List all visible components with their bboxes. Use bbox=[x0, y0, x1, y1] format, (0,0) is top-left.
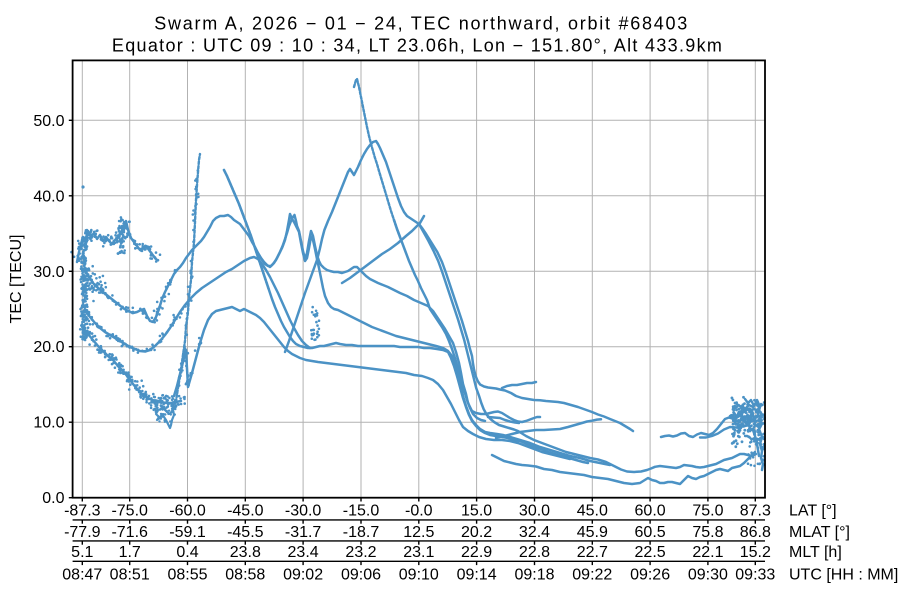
svg-text:22.7: 22.7 bbox=[577, 544, 608, 561]
svg-text:75.0: 75.0 bbox=[692, 503, 723, 520]
svg-text:60.5: 60.5 bbox=[635, 524, 666, 541]
svg-text:30.0: 30.0 bbox=[519, 503, 550, 520]
svg-text:86.8: 86.8 bbox=[740, 524, 771, 541]
svg-text:23.2: 23.2 bbox=[345, 544, 376, 561]
svg-text:-15.0: -15.0 bbox=[343, 503, 380, 520]
svg-text:15.2: 15.2 bbox=[740, 544, 771, 561]
svg-text:MLAT [°]: MLAT [°] bbox=[789, 524, 850, 541]
svg-text:0.0: 0.0 bbox=[42, 490, 64, 507]
svg-text:-30.0: -30.0 bbox=[285, 503, 322, 520]
svg-text:5.1: 5.1 bbox=[71, 544, 93, 561]
svg-text:09:30: 09:30 bbox=[688, 567, 728, 584]
svg-text:32.4: 32.4 bbox=[519, 524, 550, 541]
svg-text:22.5: 22.5 bbox=[635, 544, 666, 561]
svg-text:MLT [h]: MLT [h] bbox=[789, 544, 842, 561]
svg-text:-59.1: -59.1 bbox=[169, 524, 206, 541]
svg-text:08:58: 08:58 bbox=[225, 567, 265, 584]
svg-text:Swarm A, 2026 − 01 − 24, TEC: Swarm A, 2026 − 01 − 24, TEC northward, … bbox=[154, 14, 687, 34]
svg-text:08:55: 08:55 bbox=[167, 567, 207, 584]
svg-text:09:14: 09:14 bbox=[457, 567, 497, 584]
svg-text:-75.0: -75.0 bbox=[111, 503, 148, 520]
svg-text:09:22: 09:22 bbox=[572, 567, 612, 584]
svg-text:1.7: 1.7 bbox=[119, 544, 141, 561]
svg-text:08:51: 08:51 bbox=[110, 567, 150, 584]
svg-text:09:02: 09:02 bbox=[283, 567, 323, 584]
svg-text:22.9: 22.9 bbox=[461, 544, 492, 561]
svg-text:-60.0: -60.0 bbox=[169, 503, 206, 520]
svg-text:10.0: 10.0 bbox=[33, 415, 64, 432]
svg-text:Equator : UTC 09 : 10 : 34,: Equator : UTC 09 : 10 : 34, LT 23.06h, L… bbox=[112, 36, 722, 56]
svg-text:08:47: 08:47 bbox=[62, 567, 102, 584]
svg-text:45.9: 45.9 bbox=[577, 524, 608, 541]
svg-text:-45.5: -45.5 bbox=[227, 524, 264, 541]
svg-text:-45.0: -45.0 bbox=[227, 503, 264, 520]
svg-text:-77.9: -77.9 bbox=[64, 524, 101, 541]
svg-text:22.8: 22.8 bbox=[519, 544, 550, 561]
svg-text:-87.3: -87.3 bbox=[64, 503, 101, 520]
svg-text:23.1: 23.1 bbox=[403, 544, 434, 561]
svg-text:87.3: 87.3 bbox=[740, 503, 771, 520]
svg-text:15.0: 15.0 bbox=[461, 503, 492, 520]
svg-text:09:33: 09:33 bbox=[735, 567, 775, 584]
svg-text:20.2: 20.2 bbox=[461, 524, 492, 541]
svg-text:75.8: 75.8 bbox=[692, 524, 723, 541]
svg-text:TEC [TECU]: TEC [TECU] bbox=[8, 235, 25, 324]
svg-text:UTC [HH : MM]: UTC [HH : MM] bbox=[789, 567, 898, 584]
svg-text:-0.0: -0.0 bbox=[405, 503, 433, 520]
svg-text:40.0: 40.0 bbox=[33, 188, 64, 205]
svg-text:23.4: 23.4 bbox=[288, 544, 319, 561]
svg-text:23.8: 23.8 bbox=[230, 544, 261, 561]
svg-text:22.1: 22.1 bbox=[692, 544, 723, 561]
svg-text:20.0: 20.0 bbox=[33, 339, 64, 356]
svg-text:09:18: 09:18 bbox=[514, 567, 554, 584]
svg-text:09:06: 09:06 bbox=[341, 567, 381, 584]
svg-text:-31.7: -31.7 bbox=[285, 524, 322, 541]
svg-text:50.0: 50.0 bbox=[33, 113, 64, 130]
svg-text:30.0: 30.0 bbox=[33, 264, 64, 281]
svg-text:12.5: 12.5 bbox=[403, 524, 434, 541]
svg-text:09:26: 09:26 bbox=[630, 567, 670, 584]
svg-text:09:10: 09:10 bbox=[399, 567, 439, 584]
svg-text:LAT [°]: LAT [°] bbox=[789, 503, 837, 520]
svg-text:-71.6: -71.6 bbox=[111, 524, 148, 541]
svg-text:60.0: 60.0 bbox=[635, 503, 666, 520]
svg-text:-18.7: -18.7 bbox=[343, 524, 380, 541]
svg-text:45.0: 45.0 bbox=[577, 503, 608, 520]
svg-text:0.4: 0.4 bbox=[176, 544, 198, 561]
